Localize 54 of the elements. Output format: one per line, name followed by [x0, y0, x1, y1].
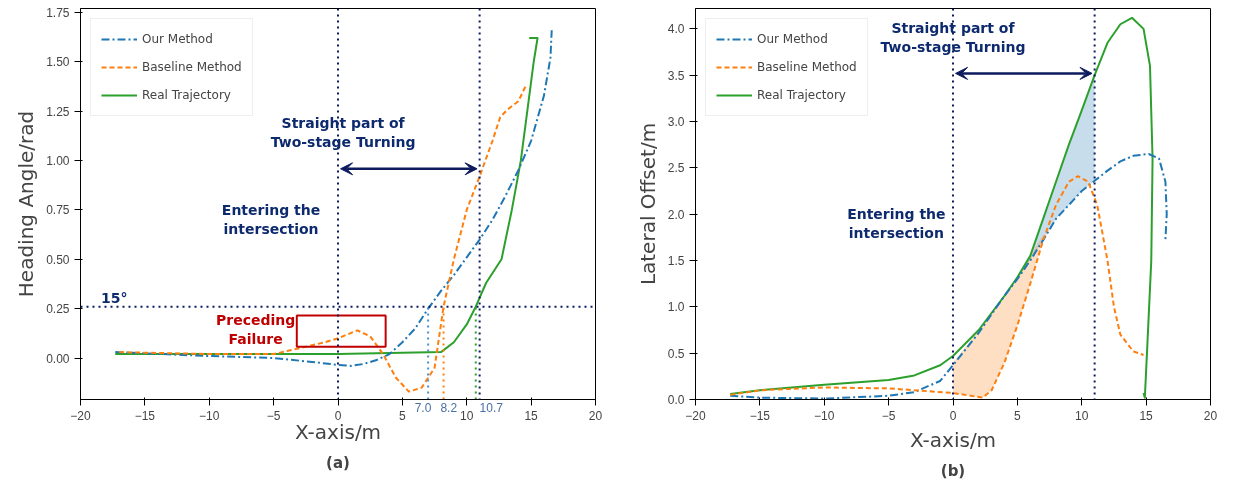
legend-label: Real Trajectory — [757, 88, 846, 102]
text: (b) — [940, 461, 966, 480]
x-tick-label: 5 — [1014, 408, 1022, 423]
y-tick-label: 0.25 — [46, 302, 70, 317]
x-tick-label: −5 — [266, 408, 281, 423]
x-tick-label: 15 — [1139, 408, 1154, 423]
y-tick-label: 3.5 — [667, 68, 685, 83]
x-tick-label: 10 — [460, 408, 474, 423]
annotation: Preceding Failure — [215, 311, 296, 347]
x-tick-label: 10 — [1075, 408, 1089, 423]
y-tick-label: 2.0 — [667, 207, 685, 222]
x-tick-label: −15 — [134, 408, 156, 423]
text: (a) — [326, 453, 350, 472]
y-tick-label: 1.0 — [667, 300, 685, 315]
x-tick-label: −20 — [70, 408, 91, 423]
y-tick-label: 0.00 — [46, 351, 70, 366]
x-tick-label: 5 — [399, 408, 407, 423]
x-tick-label: −15 — [749, 408, 771, 423]
ref-line-label: 7.0 — [414, 400, 432, 415]
ref-line-label: 10.7 — [479, 400, 504, 415]
annotation: Straight part of Two-stage Turning — [880, 19, 1026, 56]
y-tick-label: 0.75 — [46, 203, 70, 218]
annotation: Entering the intersection — [221, 202, 321, 238]
x-tick-label: −10 — [199, 408, 220, 423]
y-axis-title: Heading Angle/rad — [14, 110, 39, 298]
annotation: Entering the intersection — [847, 205, 946, 242]
legend-label: Baseline Method — [142, 60, 242, 74]
y-tick-label: 3.0 — [667, 115, 685, 130]
ref-line-label: 8.2 — [440, 400, 458, 415]
legend-label: Real Trajectory — [142, 88, 231, 102]
x-tick-label: −5 — [881, 408, 896, 423]
y-tick-label: 1.25 — [46, 104, 70, 119]
legend-label: Our Method — [757, 32, 828, 46]
y-tick-label: 1.50 — [46, 55, 70, 70]
y-axis-title: Lateral Offset/m — [635, 122, 660, 286]
x-tick-label: 15 — [524, 408, 539, 423]
y-tick-label: 2.5 — [667, 161, 685, 176]
x-tick-label: 20 — [588, 408, 603, 423]
annotation: Straight part of Two-stage Turning — [270, 115, 416, 151]
legend-label: Baseline Method — [757, 60, 857, 74]
y-tick-label: 1.75 — [46, 5, 70, 20]
x-axis-title: X-axis/m — [909, 427, 997, 452]
x-tick-label: 0 — [949, 408, 957, 423]
annotation: 15° — [101, 289, 128, 306]
y-tick-label: 0.0 — [667, 393, 685, 407]
x-tick-label: −10 — [814, 408, 835, 423]
y-tick-label: 1.00 — [46, 154, 70, 169]
y-tick-label: 0.50 — [46, 252, 70, 267]
y-tick-label: 1.5 — [667, 254, 685, 269]
y-tick-label: 4.0 — [667, 22, 685, 37]
legend-label: Our Method — [142, 32, 213, 46]
x-tick-label: −20 — [685, 408, 706, 423]
y-tick-label: 0.5 — [667, 346, 685, 361]
x-tick-label: 20 — [1203, 408, 1218, 423]
